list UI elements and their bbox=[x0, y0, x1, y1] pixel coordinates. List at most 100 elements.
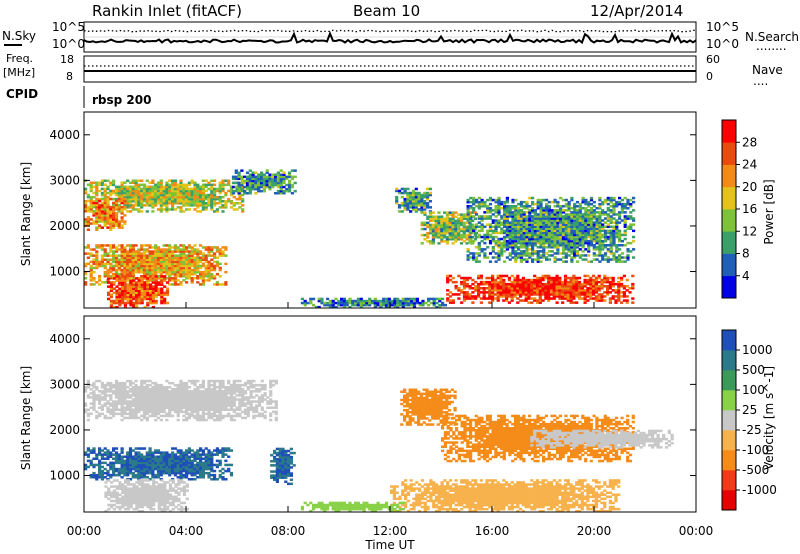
data-cell bbox=[204, 266, 208, 270]
data-cell bbox=[351, 303, 355, 307]
data-cell bbox=[508, 258, 512, 261]
data-cell bbox=[567, 227, 571, 230]
data-cell bbox=[462, 278, 467, 282]
data-cell bbox=[474, 200, 479, 204]
data-cell bbox=[120, 224, 124, 227]
data-cell bbox=[145, 410, 149, 414]
data-cell bbox=[420, 242, 424, 245]
data-cell bbox=[547, 239, 551, 243]
data-cell bbox=[173, 410, 177, 414]
data-cell bbox=[462, 297, 467, 300]
data-cell bbox=[196, 260, 200, 264]
data-cell bbox=[536, 205, 540, 208]
data-cell bbox=[601, 246, 605, 249]
data-cell bbox=[331, 305, 335, 309]
data-cell bbox=[103, 264, 107, 268]
data-cell bbox=[120, 207, 124, 211]
data-cell bbox=[154, 293, 158, 297]
data-cell bbox=[123, 416, 127, 420]
data-cell bbox=[190, 394, 194, 397]
data-cell bbox=[623, 237, 627, 241]
data-cell bbox=[126, 187, 130, 191]
data-cell bbox=[465, 278, 469, 282]
data-cell bbox=[587, 250, 591, 253]
data-cell bbox=[98, 197, 102, 201]
data-cell bbox=[539, 231, 543, 235]
data-cell bbox=[92, 406, 96, 409]
data-cell bbox=[285, 187, 289, 191]
data-cell bbox=[584, 200, 588, 204]
data-cell bbox=[171, 270, 175, 274]
data-cell bbox=[103, 197, 107, 201]
data-cell bbox=[420, 211, 424, 214]
data-cell bbox=[120, 414, 124, 418]
data-cell bbox=[559, 215, 563, 218]
data-cell bbox=[199, 210, 203, 213]
data-cell bbox=[199, 193, 203, 197]
data-cell bbox=[400, 195, 404, 199]
data-cell bbox=[106, 402, 110, 405]
data-cell bbox=[406, 200, 410, 203]
data-cell bbox=[477, 252, 481, 255]
data-cell bbox=[190, 246, 194, 249]
data-cell bbox=[103, 195, 107, 199]
data-cell bbox=[521, 280, 525, 284]
data-cell bbox=[254, 192, 258, 195]
data-cell bbox=[140, 279, 144, 282]
data-cell bbox=[494, 200, 498, 204]
data-cell bbox=[415, 297, 419, 301]
data-cell bbox=[491, 225, 495, 228]
data-cell bbox=[103, 266, 107, 270]
data-cell bbox=[589, 237, 594, 241]
data-cell bbox=[556, 231, 560, 235]
data-cell bbox=[117, 210, 121, 213]
data-cell bbox=[561, 289, 565, 292]
data-cell bbox=[199, 185, 203, 189]
data-cell bbox=[488, 282, 492, 286]
data-cell bbox=[589, 291, 593, 294]
data-cell bbox=[406, 208, 410, 211]
data-cell bbox=[137, 266, 141, 270]
data-cell bbox=[95, 396, 99, 399]
data-cell bbox=[606, 260, 610, 263]
data-cell bbox=[251, 177, 255, 181]
data-cell bbox=[109, 381, 113, 385]
data-cell bbox=[448, 301, 453, 304]
data-cell bbox=[165, 418, 169, 422]
data-cell bbox=[553, 256, 557, 259]
data-cell bbox=[196, 414, 200, 418]
data-cell bbox=[131, 197, 135, 201]
data-cell bbox=[511, 246, 515, 249]
data-cell bbox=[510, 287, 514, 290]
data-cell bbox=[210, 204, 214, 207]
data-cell bbox=[477, 200, 481, 204]
data-cell bbox=[117, 400, 121, 403]
data-cell bbox=[156, 388, 161, 391]
data-cell bbox=[121, 299, 125, 303]
data-cell bbox=[497, 241, 501, 245]
data-cell bbox=[123, 272, 127, 276]
data-cell bbox=[151, 281, 155, 284]
data-cell bbox=[491, 289, 495, 292]
data-cell bbox=[623, 217, 627, 220]
data-cell bbox=[527, 297, 531, 300]
data-cell bbox=[558, 278, 562, 282]
data-cell bbox=[128, 414, 133, 418]
data-cell bbox=[431, 238, 435, 241]
data-cell bbox=[609, 258, 613, 261]
data-cell bbox=[86, 408, 90, 411]
data-cell bbox=[279, 177, 283, 181]
data-cell bbox=[117, 268, 121, 272]
data-cell bbox=[227, 179, 231, 182]
data-cell bbox=[126, 256, 130, 259]
data-cell bbox=[95, 214, 99, 217]
data-cell bbox=[597, 280, 601, 284]
data-cell bbox=[539, 225, 543, 228]
data-cell bbox=[143, 297, 147, 301]
data-cell bbox=[129, 291, 133, 295]
data-cell bbox=[210, 264, 214, 268]
data-cell bbox=[148, 410, 152, 414]
data-cell bbox=[623, 260, 627, 263]
data-cell bbox=[100, 179, 104, 182]
data-cell bbox=[154, 285, 158, 288]
